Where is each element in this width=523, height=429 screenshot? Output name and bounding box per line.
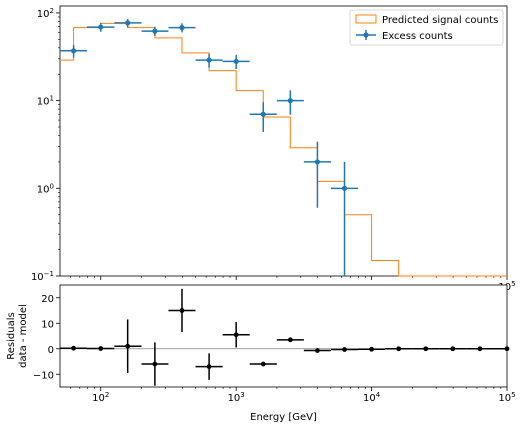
residuals-ylabel-line2: data - model (18, 304, 29, 368)
x-axis-title: Energy [GeV] (250, 412, 317, 423)
legend-label-predicted: Predicted signal counts (382, 15, 498, 26)
residual-point-15 (466, 346, 494, 352)
excess-point-8 (276, 90, 304, 115)
residual-point-7 (249, 361, 277, 367)
res-xtick-label-3: 105 (498, 391, 515, 404)
excess-point-5 (195, 53, 223, 68)
residual-point-9 (303, 348, 331, 353)
residual-point-13 (412, 346, 440, 352)
excess-point-4 (168, 23, 196, 33)
main-ytick-label-1: 100 (37, 182, 54, 195)
res-xtick-label-2: 104 (363, 391, 381, 404)
residual-point-3 (141, 342, 169, 386)
res-xtick-label-0: 102 (92, 391, 109, 404)
excess-point-2 (114, 18, 142, 28)
excess-counts-points (60, 18, 359, 276)
residuals-points (60, 288, 510, 386)
legend-swatch-predicted (355, 14, 377, 24)
residual-point-8 (276, 337, 304, 343)
excess-point-9 (303, 141, 331, 208)
res-ytick-label-0: −10 (33, 370, 54, 381)
residual-point-6 (222, 321, 250, 348)
residual-point-14 (439, 346, 467, 352)
residual-point-2 (114, 319, 142, 373)
legend-box (349, 9, 504, 46)
residuals-axis-ticks: −10 0 10 20 102 103 104 105 (33, 294, 516, 404)
residuals-plot-frame (59, 284, 508, 388)
legend: Predicted signal counts Excess counts (349, 9, 504, 46)
residual-point-1 (86, 346, 115, 351)
residual-point-16 (493, 346, 510, 352)
legend-swatch-excess (356, 30, 376, 40)
residual-point-12 (385, 346, 413, 352)
residual-point-10 (330, 347, 359, 352)
residuals-ylabel-line1: Residuals (6, 312, 17, 359)
residual-point-0 (60, 345, 87, 351)
legend-label-excess: Excess counts (382, 31, 453, 42)
excess-point-3 (141, 26, 169, 37)
excess-point-0 (60, 45, 87, 58)
main-ytick-label-2: 101 (37, 95, 54, 108)
excess-point-7 (249, 102, 277, 132)
res-ytick-label-1: 0 (48, 345, 54, 356)
residual-point-4 (168, 288, 196, 333)
residual-point-5 (195, 353, 223, 380)
main-plot-frame (59, 5, 508, 277)
main-ytick-label-3: 102 (37, 7, 54, 20)
main-plot-panel: 10−1100101102105 Predicted signal counts… (31, 5, 516, 293)
residuals-plot-panel: −10 0 10 20 102 103 104 105 Residuals data - mo… (6, 284, 516, 423)
excess-point-1 (86, 22, 115, 32)
res-xtick-label-1: 103 (228, 391, 245, 404)
main-ytick-label-0: 10−1 (31, 270, 54, 283)
residual-point-11 (358, 346, 386, 352)
excess-point-10 (330, 161, 359, 276)
excess-point-6 (222, 55, 250, 70)
res-ytick-label-2: 10 (41, 319, 54, 330)
res-ytick-label-3: 20 (41, 294, 54, 305)
